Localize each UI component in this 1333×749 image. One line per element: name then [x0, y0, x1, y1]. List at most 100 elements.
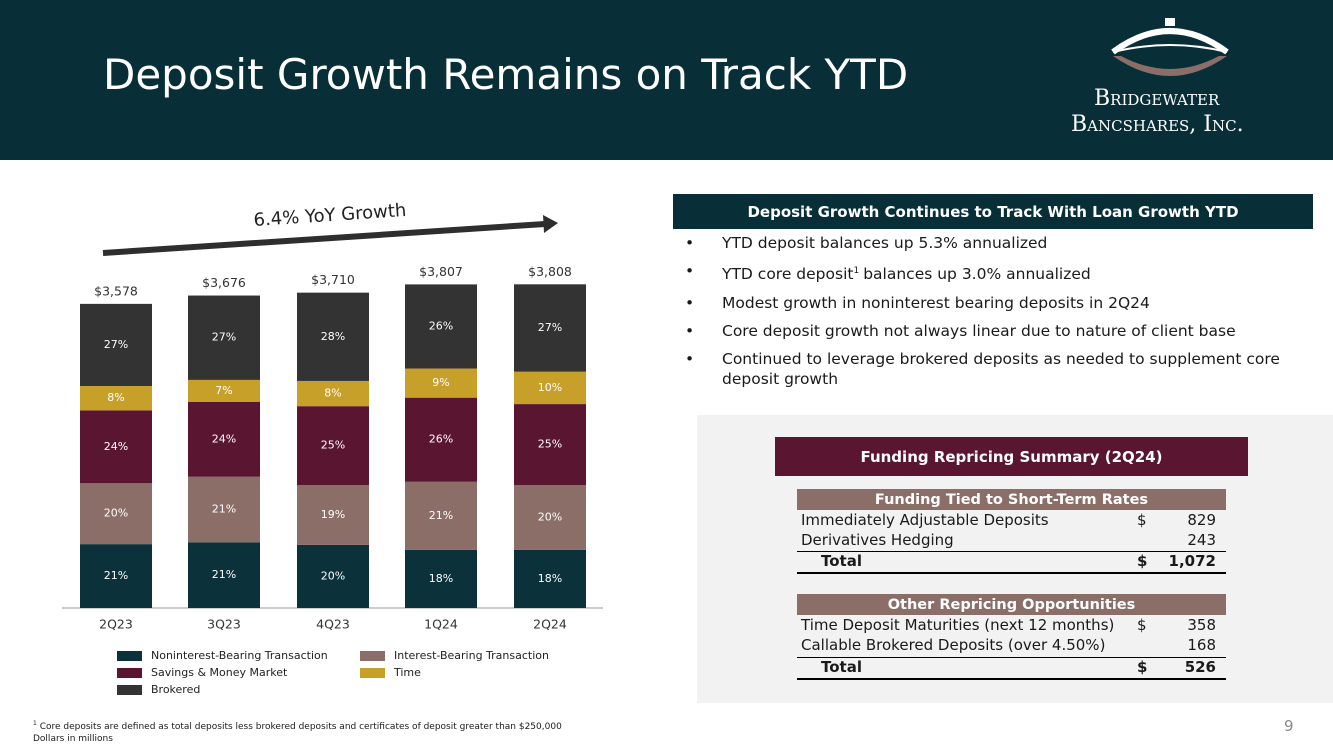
segment-label: 9% — [432, 376, 449, 389]
amount: 1,072 — [1168, 552, 1216, 570]
segment-label: 25% — [321, 439, 345, 452]
total-label: $3,807 — [419, 264, 463, 279]
legend-swatch — [360, 668, 385, 678]
arrow — [102, 221, 546, 256]
segment-label: 24% — [104, 440, 128, 453]
x-tick-label: 4Q23 — [316, 617, 350, 632]
header-band — [0, 0, 1333, 160]
currency: $ — [1137, 552, 1148, 570]
legend-swatch — [117, 668, 142, 678]
segment-label: 10% — [538, 381, 562, 394]
table-row: Immediately Adjustable Deposits $829 — [797, 511, 1226, 531]
segment-label: 20% — [104, 507, 128, 520]
superscript: 1 — [853, 266, 860, 277]
x-tick-label: 2Q23 — [99, 617, 133, 632]
segment-label: 19% — [321, 508, 345, 521]
bar-segment — [80, 385, 152, 411]
bar-segment — [188, 542, 260, 608]
bar-segment — [297, 544, 369, 608]
legend-label: Brokered — [151, 683, 200, 696]
segment-label: 26% — [429, 319, 453, 332]
legend-label: Noninterest-Bearing Transaction — [151, 649, 328, 662]
bar-segment — [80, 483, 152, 545]
logo-text: Bancshares, Inc. — [1071, 112, 1244, 137]
row-label: Derivatives Hedging — [801, 531, 954, 549]
bar-segment — [514, 549, 586, 608]
bar-segment — [188, 295, 260, 380]
bullet-text: balances up 3.0% annualized — [863, 265, 1091, 284]
bar-segment — [405, 481, 477, 550]
segment-label: 18% — [538, 572, 562, 585]
annotation: 6.4% YoY Growth — [253, 200, 407, 231]
bullet: Continued to leverage brokered deposits … — [685, 349, 1315, 389]
chart: 21% 20% 24% 8% 27% $3,578 2Q23 21% 21% 24% 7% 27% $3… — [62, 200, 603, 696]
amount: 526 — [1184, 658, 1216, 676]
segment-label: 27% — [104, 338, 128, 351]
x-tick-label: 2Q24 — [533, 617, 567, 632]
segment-label: 20% — [538, 510, 562, 523]
bar-segment — [405, 284, 477, 369]
footnote: 1 Core deposits are defined as total dep… — [33, 720, 562, 732]
currency: $ — [1137, 511, 1147, 529]
segment-label: 21% — [212, 503, 236, 516]
bar-segment — [80, 544, 152, 608]
logo-icon — [1111, 18, 1229, 76]
legend-label: Interest-Bearing Transaction — [394, 649, 549, 662]
total-label: $3,808 — [528, 264, 572, 279]
table-row: Derivatives Hedging 243 — [797, 531, 1226, 551]
bullet: Core deposit growth not always linear du… — [685, 321, 1315, 341]
segment-label: 21% — [104, 569, 128, 582]
bar-segment — [297, 485, 369, 545]
legend-swatch — [117, 651, 142, 661]
table-title: Funding Repricing Summary (2Q24) — [775, 437, 1248, 476]
x-tick-label: 3Q23 — [207, 617, 241, 632]
table-row: Time Deposit Maturities (next 12 months)… — [797, 616, 1226, 636]
bar-segment — [405, 397, 477, 482]
amount: 829 — [1187, 511, 1216, 529]
section-heading: Deposit Growth Continues to Track With L… — [673, 194, 1313, 229]
bar-segment — [297, 406, 369, 486]
bar-segment — [514, 284, 586, 372]
legend-label: Savings & Money Market — [151, 666, 288, 679]
segment-label: 18% — [429, 572, 453, 585]
segment-label: 27% — [538, 321, 562, 334]
bar-segment — [188, 476, 260, 543]
segment-label: 8% — [324, 387, 341, 400]
footnote-text: Core deposits are defined as total depos… — [39, 722, 562, 732]
row-label: Immediately Adjustable Deposits — [801, 511, 1049, 529]
total-label: $3,676 — [202, 275, 246, 290]
table-row: Total $1,072 — [797, 551, 1226, 574]
row-label: Time Deposit Maturities (next 12 months) — [801, 616, 1115, 634]
segment-label: 26% — [429, 433, 453, 446]
x-tick-label: 1Q24 — [424, 617, 458, 632]
segment-label: 24% — [212, 432, 236, 445]
amount: 358 — [1187, 616, 1216, 634]
bar-segment — [514, 371, 586, 405]
segment-label: 7% — [215, 384, 232, 397]
table-row: Callable Brokered Deposits (over 4.50%) 1… — [797, 636, 1226, 656]
bar-segment — [80, 410, 152, 484]
table-section-heading: Other Repricing Opportunities — [797, 594, 1226, 615]
footnote-marker: 1 — [33, 720, 37, 727]
legend-swatch — [360, 651, 385, 661]
arrowhead — [543, 215, 558, 233]
bar-segment — [297, 380, 369, 407]
page-number: 9 — [1284, 717, 1294, 735]
legend-swatch — [117, 685, 142, 695]
row-label: Callable Brokered Deposits (over 4.50%) — [801, 636, 1106, 654]
segment-label: 28% — [321, 330, 345, 343]
logo-text: Bridgewater — [1094, 86, 1220, 111]
segment-label: 8% — [107, 391, 124, 404]
total-label: $3,578 — [94, 283, 138, 298]
table-row: Total $526 — [797, 657, 1226, 680]
bar-segment — [514, 485, 586, 550]
segment-label: 21% — [429, 509, 453, 522]
bar-segment — [514, 404, 586, 486]
bullet-list: YTD deposit balances up 5.3% annualized Y… — [685, 233, 1315, 398]
bar-segment — [188, 401, 260, 477]
legend-label: Time — [393, 666, 421, 679]
segment-label: 25% — [538, 438, 562, 451]
bar-segment — [80, 303, 152, 386]
bar-segment — [297, 292, 369, 381]
